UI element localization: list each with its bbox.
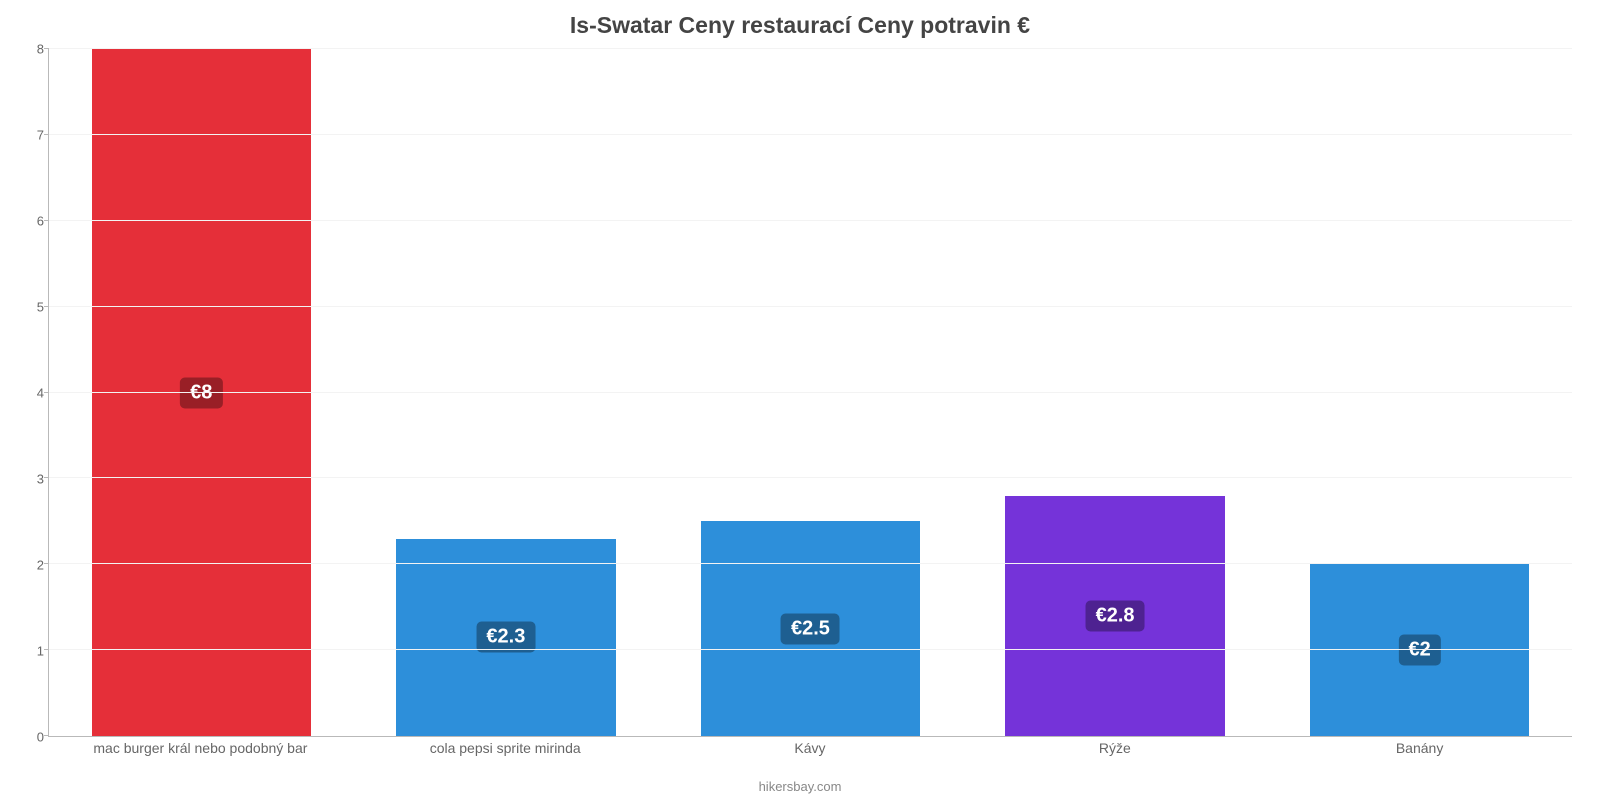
- y-tick-label: 6: [20, 214, 44, 229]
- x-label: Kávy: [658, 740, 963, 756]
- y-tick-mark: [44, 649, 49, 650]
- bar: €2.3: [396, 539, 615, 737]
- bar: €8: [92, 49, 311, 736]
- y-tick-label: 5: [20, 300, 44, 315]
- chart-title: Is-Swatar Ceny restaurací Ceny potravin …: [0, 12, 1600, 39]
- x-label: mac burger král nebo podobný bar: [48, 740, 353, 756]
- value-badge: €2: [1399, 635, 1441, 666]
- bar: €2.5: [701, 521, 920, 736]
- value-badge: €2.3: [476, 622, 535, 653]
- grid-line: [49, 563, 1572, 564]
- chart-credit: hikersbay.com: [0, 779, 1600, 794]
- bars-group: €8 €2.3 €2.5 €2.8 €2: [49, 49, 1572, 736]
- value-badge: €2.5: [781, 613, 840, 644]
- chart-container: Is-Swatar Ceny restaurací Ceny potravin …: [0, 0, 1600, 800]
- x-label: Rýže: [962, 740, 1267, 756]
- y-tick-label: 8: [20, 42, 44, 57]
- y-tick-mark: [44, 134, 49, 135]
- bar-slot: €8: [49, 49, 354, 736]
- bar: €2.8: [1005, 496, 1224, 736]
- y-tick-label: 1: [20, 644, 44, 659]
- grid-line: [49, 306, 1572, 307]
- y-tick-mark: [44, 220, 49, 221]
- y-tick-label: 7: [20, 128, 44, 143]
- value-badge: €2.8: [1086, 600, 1145, 631]
- grid-line: [49, 649, 1572, 650]
- y-tick-label: 0: [20, 730, 44, 745]
- value-badge: €8: [180, 377, 222, 408]
- y-tick-mark: [44, 392, 49, 393]
- grid-line: [49, 48, 1572, 49]
- y-tick-mark: [44, 48, 49, 49]
- bar-slot: €2.8: [963, 49, 1268, 736]
- y-tick-label: 2: [20, 558, 44, 573]
- x-label: Banány: [1267, 740, 1572, 756]
- y-tick-label: 3: [20, 472, 44, 487]
- y-axis: 012345678: [20, 49, 44, 737]
- plot-area: 012345678 €8€2.3€2.5€2.8€2: [48, 49, 1572, 737]
- y-tick-mark: [44, 735, 49, 736]
- plot: €8 €2.3 €2.5 €2.8 €2: [48, 49, 1572, 737]
- x-axis-labels: mac burger král nebo podobný barcola pep…: [48, 740, 1572, 756]
- bar: €2: [1310, 564, 1529, 736]
- y-tick-label: 4: [20, 386, 44, 401]
- grid-line: [49, 220, 1572, 221]
- grid-line: [49, 392, 1572, 393]
- bar-slot: €2: [1267, 49, 1572, 736]
- grid-line: [49, 477, 1572, 478]
- y-tick-mark: [44, 306, 49, 307]
- bar-slot: €2.3: [354, 49, 659, 736]
- grid-line: [49, 134, 1572, 135]
- x-label: cola pepsi sprite mirinda: [353, 740, 658, 756]
- y-tick-mark: [44, 563, 49, 564]
- y-tick-mark: [44, 477, 49, 478]
- bar-slot: €2.5: [658, 49, 963, 736]
